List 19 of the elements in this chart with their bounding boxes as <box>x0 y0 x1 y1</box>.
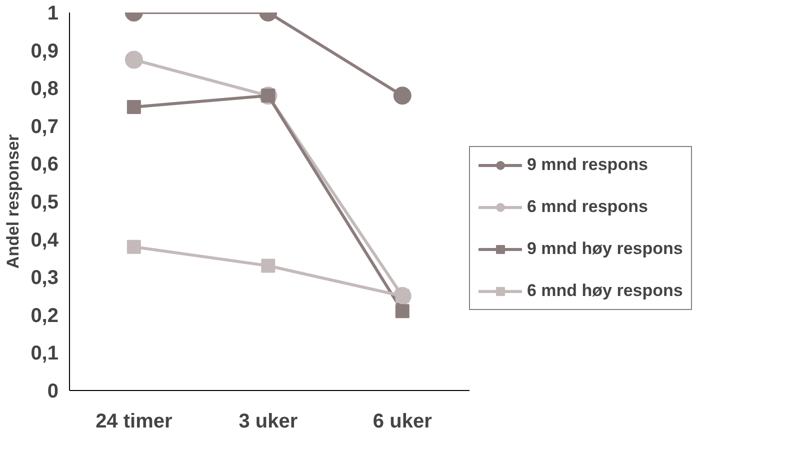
y-tick-label: 0,5 <box>30 192 59 214</box>
legend-label: 9 mnd høy respons <box>527 239 683 259</box>
y-tick-label: 0,2 <box>30 304 59 327</box>
y-tick-label: 0,1 <box>30 342 59 365</box>
legend-label: 6 mnd respons <box>527 197 648 217</box>
y-axis-title: Andel responser <box>4 134 23 269</box>
y-tick-label: 0,4 <box>30 229 60 252</box>
y-tick-label: 0,7 <box>30 116 59 138</box>
y-tick-label: 0,8 <box>30 78 59 100</box>
legend-label: 6 mnd høy respons <box>527 281 683 301</box>
y-tick-label: 0,9 <box>30 40 59 62</box>
legend-label: 9 mnd respons <box>527 155 648 175</box>
x-tick-label: 24 timer <box>96 410 172 432</box>
x-tick-label: 6 uker <box>372 410 432 432</box>
y-tick-label: 1 <box>47 2 58 24</box>
x-tick-label: 3 uker <box>238 410 298 432</box>
y-tick-label: 0 <box>47 380 58 402</box>
y-tick-label: 0,6 <box>30 154 59 176</box>
y-tick-label: 0,3 <box>30 267 59 290</box>
